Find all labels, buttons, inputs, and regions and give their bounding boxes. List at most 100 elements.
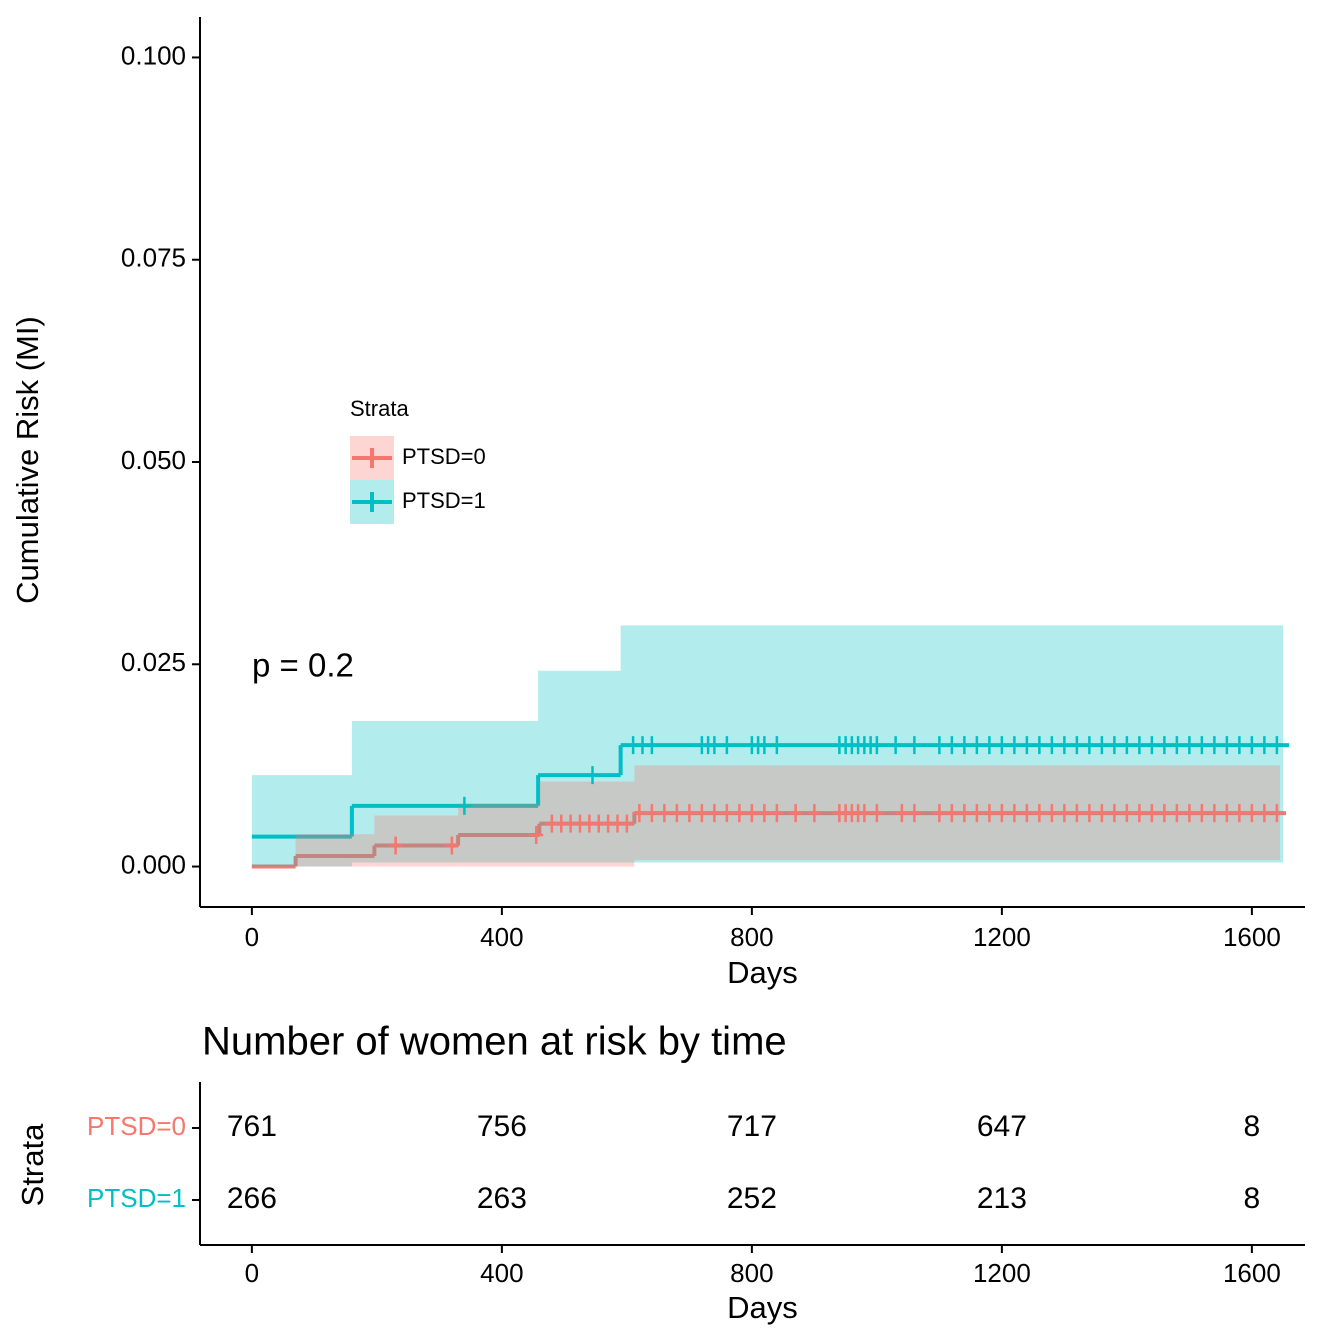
censor-mark <box>694 804 709 823</box>
censor-mark <box>732 804 747 823</box>
censor-mark <box>1207 804 1222 823</box>
censor-mark <box>932 804 947 823</box>
censor-mark <box>682 804 697 823</box>
censor-mark <box>1269 804 1284 823</box>
x-tick-label: 1200 <box>973 922 1031 952</box>
y-axis-title: Strata <box>15 1123 50 1206</box>
censor-mark <box>529 825 544 844</box>
censor-mark <box>1232 804 1247 823</box>
censor-mark <box>757 804 772 823</box>
censor-mark <box>944 736 959 755</box>
risk-count: 8 <box>1244 1110 1261 1143</box>
censor-mark <box>644 736 659 755</box>
censor-mark <box>1257 804 1272 823</box>
censor-mark <box>1244 804 1259 823</box>
x-tick-label: 800 <box>730 1258 773 1288</box>
censor-mark <box>1069 736 1084 755</box>
risk-count: 8 <box>1244 1182 1261 1215</box>
censor-mark <box>1094 804 1109 823</box>
x-tick-label: 400 <box>480 922 523 952</box>
censor-mark <box>907 736 922 755</box>
censor-mark <box>969 736 984 755</box>
legend-label: PTSD=1 <box>402 488 486 513</box>
censor-mark <box>1044 736 1059 755</box>
y-tick-label: 0.050 <box>121 445 186 475</box>
risk-count: 213 <box>977 1182 1027 1215</box>
risk-count: 263 <box>477 1182 527 1215</box>
annotation: p = 0.2 <box>252 647 354 684</box>
censor-mark <box>1057 736 1072 755</box>
censor-mark <box>957 736 972 755</box>
censor-mark <box>1032 736 1047 755</box>
confidence-band <box>251 775 352 867</box>
censor-mark <box>1257 736 1272 755</box>
censor-mark <box>1144 804 1159 823</box>
censor-mark <box>719 736 734 755</box>
censor-mark <box>788 804 803 823</box>
legend-label: PTSD=0 <box>402 444 486 469</box>
x-tick-label: 1200 <box>973 1258 1031 1288</box>
risk-table: Number of women at risk by time PTSD=0 761… <box>15 1020 1305 1325</box>
censor-mark <box>644 804 659 823</box>
censor-mark <box>1107 804 1122 823</box>
censor-mark <box>1182 804 1197 823</box>
x-tick-label: 0 <box>245 1258 259 1288</box>
censor-mark <box>707 736 722 755</box>
censor-mark <box>982 804 997 823</box>
censor-mark <box>669 804 684 823</box>
censor-mark <box>719 804 734 823</box>
y-tick-label: 0.000 <box>121 849 186 879</box>
x-tick-label: 400 <box>480 1258 523 1288</box>
censor-mark <box>1157 736 1172 755</box>
censor-mark <box>1207 736 1222 755</box>
risk-count: 761 <box>227 1110 277 1143</box>
censor-mark <box>944 804 959 823</box>
censor-mark <box>1119 804 1134 823</box>
censor-mark <box>1119 736 1134 755</box>
censor-mark <box>982 736 997 755</box>
censor-mark <box>744 804 759 823</box>
censor-mark <box>1069 804 1084 823</box>
censor-mark <box>994 736 1009 755</box>
legend-title: Strata <box>350 396 409 421</box>
censor-mark <box>585 766 600 785</box>
censor-mark <box>769 736 784 755</box>
row-label: PTSD=0 <box>87 1111 186 1141</box>
x-tick-label: 1600 <box>1223 922 1281 952</box>
risk-count: 756 <box>477 1110 527 1143</box>
x-tick-label: 800 <box>730 922 773 952</box>
km-plot: 0.000 0.025 0.050 0.075 0.100 0 400 800 1200 1600… <box>10 17 1305 990</box>
censor-mark <box>707 804 722 823</box>
censor-mark <box>1132 736 1147 755</box>
legend-swatch <box>352 492 392 512</box>
censor-mark <box>1194 804 1209 823</box>
x-tick-label: 0 <box>245 922 259 952</box>
censor-mark <box>632 804 647 823</box>
x-tick-label: 1600 <box>1223 1258 1281 1288</box>
risk-count: 266 <box>227 1182 277 1215</box>
risk-count: 647 <box>977 1110 1027 1143</box>
censor-mark <box>1007 804 1022 823</box>
censor-mark <box>1032 804 1047 823</box>
censor-mark <box>994 804 1009 823</box>
censor-mark <box>807 804 822 823</box>
censor-mark <box>757 736 772 755</box>
censor-mark <box>1094 736 1109 755</box>
censor-mark <box>1219 736 1234 755</box>
confidence-band <box>374 815 459 867</box>
censor-mark <box>1169 804 1184 823</box>
censor-mark <box>957 804 972 823</box>
censor-mark <box>1194 736 1209 755</box>
risk-count: 252 <box>727 1182 777 1215</box>
censor-mark <box>1269 736 1284 755</box>
censor-mark <box>444 836 459 855</box>
censor-mark <box>907 804 922 823</box>
censor-mark <box>894 804 909 823</box>
censor-mark <box>1057 804 1072 823</box>
censor-mark <box>457 796 472 815</box>
censor-mark <box>1244 736 1259 755</box>
censor-mark <box>869 804 884 823</box>
legend: Strata PTSD=0 PTSD=1 <box>350 396 486 524</box>
censor-mark <box>1082 736 1097 755</box>
